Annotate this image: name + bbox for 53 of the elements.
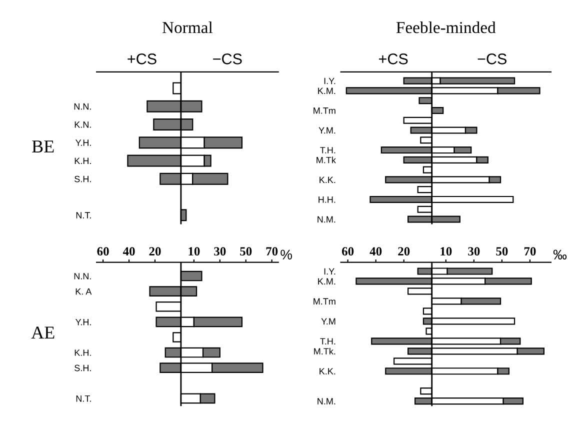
chart-title: Feeble-minded	[396, 21, 496, 34]
x-tick-label: 50	[240, 247, 252, 256]
text: +CS	[379, 54, 408, 64]
y-tick-label: T.H.	[320, 338, 336, 344]
x-tick-label: 40	[122, 247, 135, 256]
y-tick-label: T.H.	[320, 147, 336, 154]
y-tick-label: N.M.	[318, 398, 336, 404]
x-axis-title: %	[280, 250, 292, 260]
x-tick-label: 60	[342, 247, 354, 256]
y-tick-label: Y.H.	[76, 140, 91, 146]
y-tick-label: K.K.	[320, 368, 336, 374]
x-axis-title: ‰	[553, 250, 567, 260]
y-tick-label: M.Tk	[316, 156, 336, 164]
y-tick-label: N.N.	[74, 273, 91, 280]
text: −CS	[478, 54, 506, 64]
y-tick-label: N.M.	[318, 216, 336, 223]
y-axis-title: BE	[32, 140, 54, 152]
y-tick-label: I.Y.	[324, 268, 336, 275]
y-tick-label: S.H.	[74, 176, 91, 182]
y-tick-label: S.H.	[74, 364, 91, 372]
y-axis-title: AE	[31, 326, 54, 339]
y-tick-label: K.M.	[318, 278, 336, 285]
y-tick-label: K.H.	[74, 350, 91, 356]
y-tick-label: M.Tm	[314, 108, 336, 114]
chart-title: Normal	[162, 21, 213, 34]
y-tick-label: K.K.	[320, 176, 336, 183]
y-tick-label: N.T.	[76, 212, 91, 218]
y-tick-label: N.T.	[76, 395, 91, 402]
x-tick-label: 10	[188, 247, 200, 256]
y-tick-label: Y.M.	[318, 127, 336, 134]
y-tick-label: K. A	[76, 288, 92, 295]
x-tick-label: 10	[440, 247, 452, 256]
x-tick-label: 70	[524, 247, 536, 256]
y-tick-label: K.N.	[74, 122, 91, 128]
y-tick-label: K.H.	[74, 158, 91, 164]
y-tick-label: K.M.	[318, 88, 336, 94]
y-tick-label: H.H.	[318, 196, 336, 203]
y-tick-label: Y.M	[321, 318, 336, 324]
x-tick-label: 50	[496, 247, 508, 256]
y-tick-label: N.N.	[74, 103, 91, 110]
y-tick-label: I.Y.	[324, 78, 336, 84]
x-tick-label: 20	[149, 247, 161, 256]
x-tick-label: 70	[266, 247, 278, 256]
text: +CS	[128, 54, 156, 64]
y-tick-label: M.Tm	[314, 298, 336, 304]
x-tick-label: 40	[370, 247, 382, 256]
x-tick-label: 30	[214, 247, 226, 256]
x-tick-label: 20	[398, 247, 410, 256]
y-tick-label: Y.H.	[76, 318, 91, 326]
text: −CS	[213, 54, 242, 64]
x-tick-label: 30	[468, 247, 480, 256]
x-tick-label: 60	[97, 247, 109, 256]
y-tick-label: M.Tk.	[314, 348, 336, 354]
